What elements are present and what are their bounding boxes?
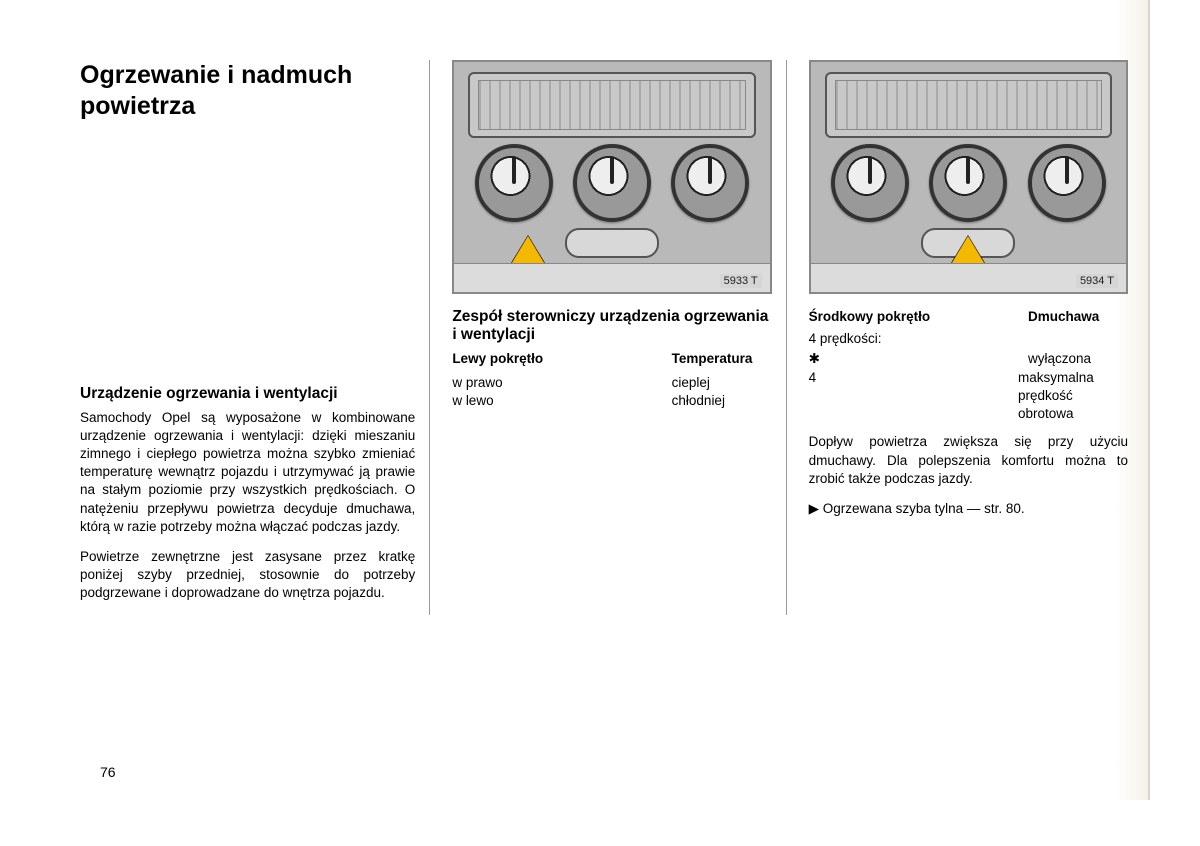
col3-row2: 4 maksymalna prędkość obrotowa xyxy=(809,369,1128,424)
column-3: 5934 T Środkowy pokrętło Dmuchawa 4 pręd… xyxy=(809,60,1128,615)
col2-sub-right: Temperatura xyxy=(672,350,772,368)
col2-row1: w prawo cieplej xyxy=(452,374,771,392)
col3-row1-right: wyłączona xyxy=(1028,350,1128,368)
col3-row2-right: maksymalna prędkość obrotowa xyxy=(1018,369,1128,424)
figure-center-dial: 5934 T xyxy=(809,60,1128,294)
col1-para2: Powietrze zewnętrzne jest zasysane przez… xyxy=(80,548,415,603)
col2-row2-left: w lewo xyxy=(452,392,671,410)
manual-page: Ogrzewanie i nadmuch powietrza Urządzeni… xyxy=(50,0,1150,800)
dial-temperature-icon xyxy=(831,144,909,222)
title-spacer xyxy=(80,141,415,371)
col3-row2-left: 4 xyxy=(809,369,1018,424)
col3-bullet: ▶ Ogrzewana szyba tylna — str. 80. xyxy=(809,500,1128,518)
page-title: Ogrzewanie i nadmuch powietrza xyxy=(80,60,415,123)
dial-fan-icon xyxy=(573,144,651,222)
col2-row1-left: w prawo xyxy=(452,374,671,392)
dial-airflow-icon xyxy=(671,144,749,222)
col3-subheader: Środkowy pokrętło Dmuchawa xyxy=(809,308,1128,326)
figure-label: 5933 T xyxy=(720,274,762,288)
col2-heading: Zespół sterowniczy urządzenia ogrzewania… xyxy=(452,308,771,344)
col2-row2: w lewo chłodniej xyxy=(452,392,771,410)
dial-fan-icon xyxy=(929,144,1007,222)
arrow-up-icon xyxy=(950,236,986,266)
col2-row2-right: chłodniej xyxy=(672,392,772,410)
col3-para1: Dopływ powietrza zwiększa się przy użyci… xyxy=(809,433,1128,488)
column-2: 5933 T Zespół sterowniczy urządzenia ogr… xyxy=(452,60,786,615)
col3-sub-left: Środkowy pokrętło xyxy=(809,308,1028,326)
arrow-up-icon xyxy=(510,236,546,266)
dials-row xyxy=(454,142,769,222)
dial-airflow-icon xyxy=(1028,144,1106,222)
dial-temperature-icon xyxy=(475,144,553,222)
page-number: 76 xyxy=(100,764,116,780)
recirculation-button-icon xyxy=(565,228,659,258)
col3-row1-left: ✱ xyxy=(809,350,1028,368)
col2-sub-left: Lewy pokrętło xyxy=(452,350,671,368)
col1-heading: Urządzenie ogrzewania i wentylacji xyxy=(80,385,415,403)
columns-container: Ogrzewanie i nadmuch powietrza Urządzeni… xyxy=(50,60,1148,615)
figure-left-dial: 5933 T xyxy=(452,60,771,294)
col1-para1: Samochody Opel są wyposażone w kombinowa… xyxy=(80,409,415,537)
dials-row xyxy=(811,142,1126,222)
col3-sub-right: Dmuchawa xyxy=(1028,308,1128,326)
col3-line1: 4 prędkości: xyxy=(809,330,1128,348)
radio-panel-icon xyxy=(468,72,755,138)
figure-label: 5934 T xyxy=(1076,274,1118,288)
column-1: Ogrzewanie i nadmuch powietrza Urządzeni… xyxy=(80,60,430,615)
col2-subheader: Lewy pokrętło Temperatura xyxy=(452,350,771,368)
col3-row1: ✱ wyłączona xyxy=(809,350,1128,368)
radio-panel-icon xyxy=(825,72,1112,138)
col2-row1-right: cieplej xyxy=(672,374,772,392)
